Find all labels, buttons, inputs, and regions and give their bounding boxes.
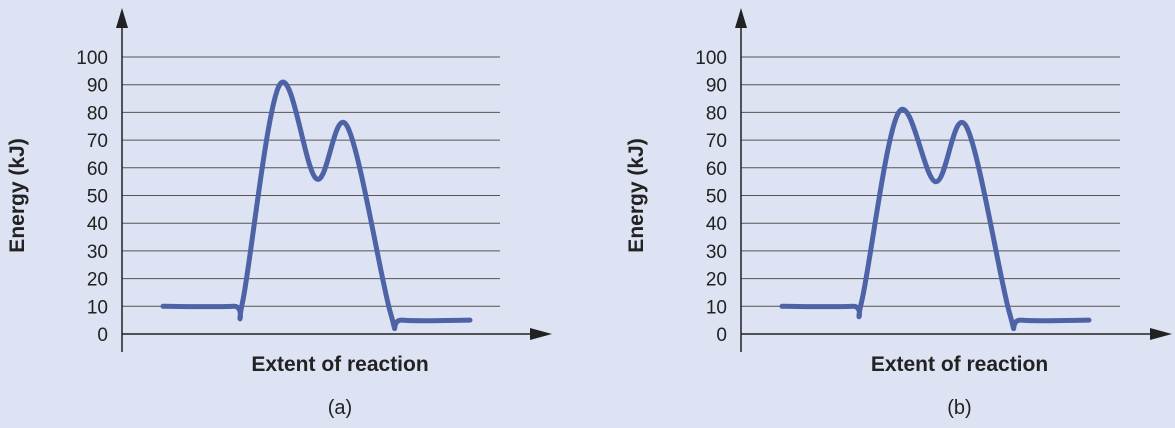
chart-caption: (a) bbox=[328, 397, 352, 419]
y-tick-label: 0 bbox=[716, 325, 727, 346]
x-axis-label: Extent of reaction bbox=[871, 353, 1048, 376]
y-tick-label: 80 bbox=[706, 103, 727, 124]
y-tick-label: 70 bbox=[87, 131, 108, 152]
x-axis-label: Extent of reaction bbox=[251, 353, 428, 376]
x-axis-arrow-icon bbox=[1150, 328, 1172, 340]
y-tick-label: 0 bbox=[97, 325, 108, 346]
y-tick-label: 30 bbox=[706, 242, 727, 263]
y-tick-label: 40 bbox=[706, 214, 727, 235]
x-axis-arrow-icon bbox=[530, 328, 552, 340]
y-tick-label: 90 bbox=[706, 76, 727, 97]
y-tick-label: 80 bbox=[87, 103, 108, 124]
y-tick-label: 30 bbox=[87, 242, 108, 263]
chart-b: 0 10 20 30 40 50 60 70 80 90 100 Energy (kJ) Extent … bbox=[625, 8, 1172, 419]
y-tick-label: 70 bbox=[706, 131, 727, 152]
y-tick-label: 10 bbox=[706, 297, 727, 318]
y-tick-label: 60 bbox=[706, 159, 727, 180]
y-tick-label: 20 bbox=[706, 270, 727, 291]
y-tick-label: 50 bbox=[87, 187, 108, 208]
y-tick-label: 20 bbox=[87, 270, 108, 291]
y-tick-label: 100 bbox=[76, 48, 108, 69]
y-axis-arrow-icon bbox=[735, 8, 747, 28]
y-tick-label: 40 bbox=[87, 214, 108, 235]
y-tick-label: 60 bbox=[87, 159, 108, 180]
y-tick-label: 50 bbox=[706, 187, 727, 208]
chart-a: 0 10 20 30 40 50 60 70 80 90 100 Energy (kJ) Extent … bbox=[6, 8, 552, 419]
y-tick-label: 100 bbox=[695, 48, 727, 69]
chart-caption: (b) bbox=[947, 397, 971, 419]
energy-curve bbox=[779, 106, 1092, 331]
y-tick-label: 10 bbox=[87, 297, 108, 318]
y-axis-label: Energy (kJ) bbox=[625, 138, 648, 252]
y-axis-arrow-icon bbox=[116, 8, 128, 28]
energy-curve bbox=[160, 79, 473, 331]
y-axis-label: Energy (kJ) bbox=[6, 138, 29, 252]
y-tick-label: 90 bbox=[87, 76, 108, 97]
